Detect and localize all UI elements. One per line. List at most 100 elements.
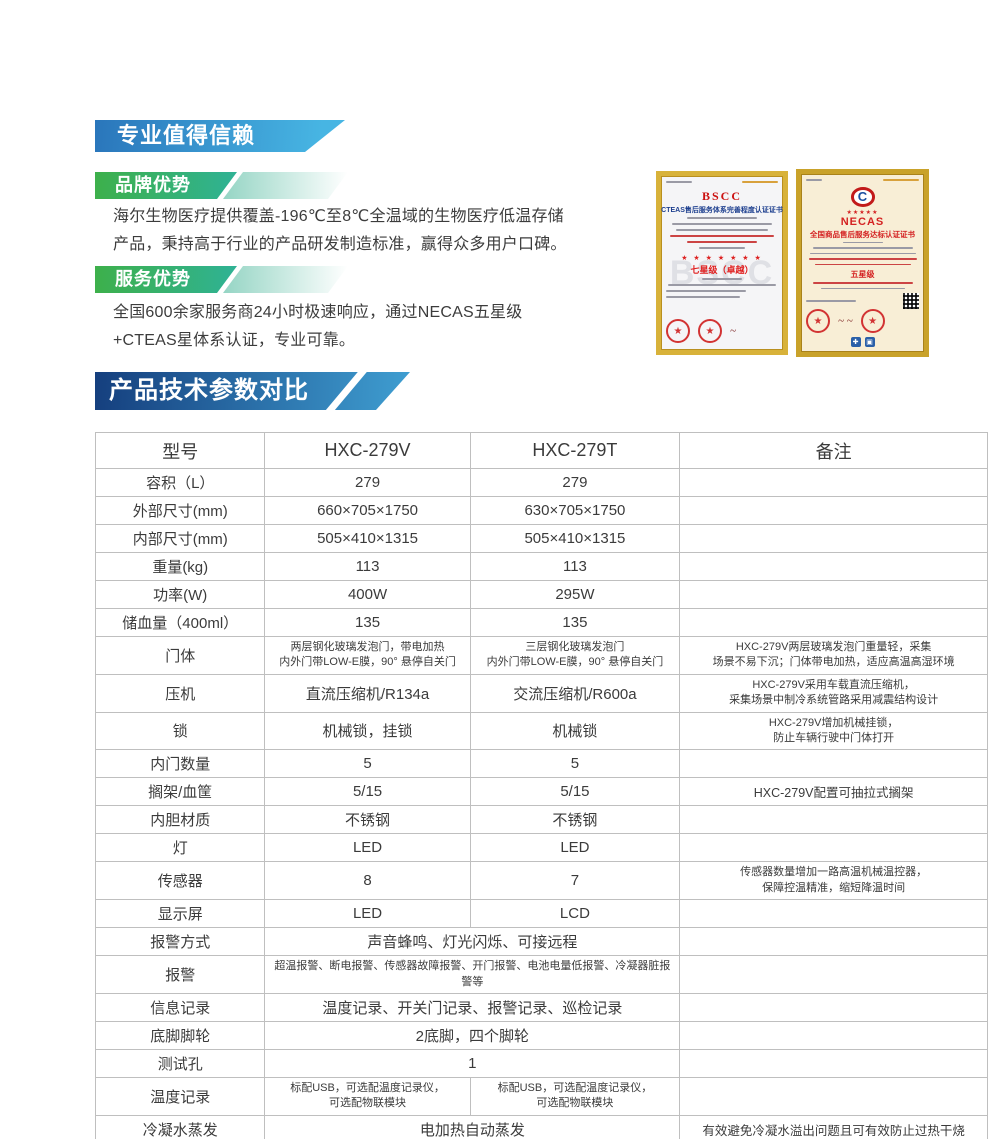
spec-value-cell-279v: 5 bbox=[264, 749, 471, 779]
text-line-placeholder bbox=[687, 241, 757, 243]
spec-remark-cell bbox=[679, 749, 988, 779]
necas-brand-text: NECAS bbox=[840, 215, 885, 228]
spec-label-cell: 搁架/血筐 bbox=[94, 777, 266, 807]
spec-row: 重量(kg) 113 113 bbox=[94, 552, 988, 581]
spec-row: 测试孔 1 bbox=[94, 1048, 988, 1078]
spec-value-cell-279v: 两层钢化玻璃发泡门，带电加热 内外门带LOW-E膜，90° 悬停自关门 bbox=[264, 636, 471, 675]
spec-label-cell: 内部尺寸(mm) bbox=[94, 524, 266, 553]
spec-remark-cell bbox=[679, 992, 988, 1022]
spec-merged-value-cell: 电加热自动蒸发 bbox=[264, 1114, 681, 1139]
necas-emblem-icon: C bbox=[850, 187, 875, 207]
spec-label-cell: 报警方式 bbox=[94, 927, 266, 957]
spec-label-cell: 测试孔 bbox=[94, 1048, 266, 1078]
spec-row: 传感器 8 7 传感器数量增加一路高温机械温控器， 保障控温精准，缩短降温时间 bbox=[94, 861, 988, 901]
signature-mark: ~ ~ bbox=[838, 315, 853, 327]
spec-label-cell: 压机 bbox=[94, 673, 266, 713]
badge-icon: ▣ bbox=[864, 337, 875, 347]
spec-value-cell-279v: 135 bbox=[264, 608, 471, 637]
text-line-placeholder bbox=[702, 278, 742, 280]
spec-remark-cell bbox=[679, 1020, 988, 1050]
signature-mark: ~ bbox=[730, 325, 736, 337]
spec-table: 型号 HXC-279V HXC-279T 备注 容积（L） 279 279 外部尺寸(… bbox=[94, 432, 988, 1139]
accreditation-badges: ✚ ▣ bbox=[850, 337, 875, 347]
spec-label-cell: 锁 bbox=[94, 711, 266, 751]
spec-row: 压机 直流压缩机/R134a 交流压缩机/R600a HXC-279V采用车载直流压缩… bbox=[94, 673, 988, 713]
text-line-placeholder bbox=[670, 235, 774, 237]
spec-remark-cell: HXC-279V两层玻璃发泡门重量轻，采集 场景不易下沉；门体带电加热，适应高温… bbox=[679, 636, 988, 675]
spec-value-cell-279t: 5 bbox=[469, 749, 681, 779]
spec-remark-cell bbox=[679, 552, 988, 581]
spec-value-cell-279v: 279 bbox=[264, 468, 471, 497]
spec-merged-value-cell: 1 bbox=[264, 1048, 681, 1078]
text-line-placeholder bbox=[699, 247, 745, 249]
spec-remark-cell bbox=[679, 899, 988, 929]
spec-value-cell-279t: 交流压缩机/R600a bbox=[469, 673, 681, 713]
trust-banner-label: 专业值得信赖 bbox=[117, 123, 256, 148]
spec-value-cell-279t: 113 bbox=[469, 552, 681, 581]
spec-remark-cell bbox=[679, 580, 988, 609]
spec-remark-cell bbox=[679, 1048, 988, 1078]
text-line-placeholder bbox=[668, 284, 776, 286]
spec-label-cell: 报警 bbox=[94, 955, 266, 994]
text-line-placeholder bbox=[809, 252, 916, 254]
spec-value-cell-279v: 400W bbox=[264, 580, 471, 609]
badge-icon: ✚ bbox=[850, 337, 861, 347]
spec-row: 灯 LED LED bbox=[94, 833, 988, 863]
spec-row: 底脚脚轮 2底脚，四个脚轮 bbox=[94, 1020, 988, 1050]
spec-remark-cell bbox=[679, 468, 988, 497]
bscc-stars: ★ ★ ★ ★ ★ ★ ★ bbox=[681, 255, 763, 262]
qr-code-icon bbox=[903, 293, 919, 309]
spec-row: 报警 超温报警、断电报警、传感器故障报警、开门报警、电池电量低报警、冷凝器脏报警等 bbox=[94, 955, 988, 994]
spec-value-cell-279v: 5/15 bbox=[264, 777, 471, 807]
spec-value-cell-279t: LCD bbox=[469, 899, 681, 929]
spec-merged-value-cell: 温度记录、开关门记录、报警记录、巡检记录 bbox=[264, 992, 681, 1022]
header-hxc-279t: HXC-279T bbox=[469, 432, 681, 469]
header-hxc-279v: HXC-279V bbox=[264, 432, 471, 469]
necas-grade: 五星级 bbox=[850, 270, 875, 279]
spec-value-cell-279v: 机械锁，挂锁 bbox=[264, 711, 471, 751]
text-line-placeholder bbox=[666, 296, 740, 298]
spec-remark-cell: 有效避免冷凝水溢出问题且可有效防止过热干烧 bbox=[679, 1114, 988, 1139]
spec-value-cell-279t: 机械锁 bbox=[469, 711, 681, 751]
spec-remark-cell bbox=[679, 1076, 988, 1116]
spec-value-cell-279v: 8 bbox=[264, 861, 471, 901]
necas-stars: ★★★★★ bbox=[846, 209, 879, 216]
brand-advantage-title: 品牌优势 bbox=[95, 172, 237, 199]
spec-row: 温度记录 标配USB，可选配温度记录仪， 可选配物联模块 标配USB，可选配温度记录… bbox=[94, 1076, 988, 1116]
header-remark: 备注 bbox=[679, 432, 988, 469]
spec-value-cell-279t: 505×410×1315 bbox=[469, 524, 681, 553]
spec-label-cell: 内门数量 bbox=[94, 749, 266, 779]
spec-merged-value-cell: 2底脚，四个脚轮 bbox=[264, 1020, 681, 1050]
service-advantage-banner: 服务优势 bbox=[95, 266, 355, 293]
red-stamp-icon: ★ bbox=[860, 309, 885, 333]
banner-tail-decoration bbox=[223, 266, 348, 293]
spec-row: 搁架/血筐 5/15 5/15 HXC-279V配置可抽拉式搁架 bbox=[94, 777, 988, 807]
spec-value-cell-279v: LED bbox=[264, 833, 471, 863]
brand-advantage-banner: 品牌优势 bbox=[95, 172, 355, 199]
spec-label-cell: 储血量（400ml） bbox=[94, 608, 266, 637]
spec-merged-value-cell: 声音蜂鸣、灯光闪烁、可接远程 bbox=[264, 927, 681, 957]
spec-remark-cell: HXC-279V采用车载直流压缩机， 采集场景中制冷系统管路采用减震结构设计 bbox=[679, 673, 988, 713]
service-advantage-text: 全国600余家服务商24小时极速响应，通过NECAS五星级+CTEAS星体系认证… bbox=[113, 304, 523, 349]
spec-label-cell: 冷凝水蒸发 bbox=[94, 1114, 266, 1139]
service-advantage-title: 服务优势 bbox=[95, 266, 237, 293]
spec-row: 报警方式 声音蜂鸣、灯光闪烁、可接远程 bbox=[94, 927, 988, 957]
spec-row: 冷凝水蒸发 电加热自动蒸发 有效避免冷凝水溢出问题且可有效防止过热干烧 bbox=[94, 1114, 988, 1139]
certificate-bscc-image: BSCC BSCC CTEAS售后服务体系完善程度认证证书 ★ ★ ★ ★ ★ … bbox=[656, 171, 788, 355]
trust-banner: 专业值得信赖 bbox=[95, 120, 345, 152]
spec-value-cell-279v: 直流压缩机/R134a bbox=[264, 673, 471, 713]
spec-remark-cell bbox=[679, 805, 988, 835]
spec-row: 锁机械锁，挂锁 机械锁 HXC-279V增加机械挂锁， 防止车辆行驶中门体打开 bbox=[94, 711, 988, 751]
spec-row: 储血量（400ml） 135 135 bbox=[94, 608, 988, 637]
spec-value-cell-279v: 505×410×1315 bbox=[264, 524, 471, 553]
spec-section-banner: 产品技术参数对比 bbox=[95, 372, 410, 410]
spec-value-cell-279t: 7 bbox=[469, 861, 681, 901]
spec-remark-cell: HXC-279V增加机械挂锁， 防止车辆行驶中门体打开 bbox=[679, 711, 988, 751]
spec-label-cell: 灯 bbox=[94, 833, 266, 863]
spec-value-cell-279v: 660×705×1750 bbox=[264, 496, 471, 525]
spec-label-cell: 外部尺寸(mm) bbox=[94, 496, 266, 525]
spec-value-cell-279v: LED bbox=[264, 899, 471, 929]
header-model: 型号 bbox=[94, 432, 266, 469]
spec-row: 功率(W) 400W 295W bbox=[94, 580, 988, 609]
